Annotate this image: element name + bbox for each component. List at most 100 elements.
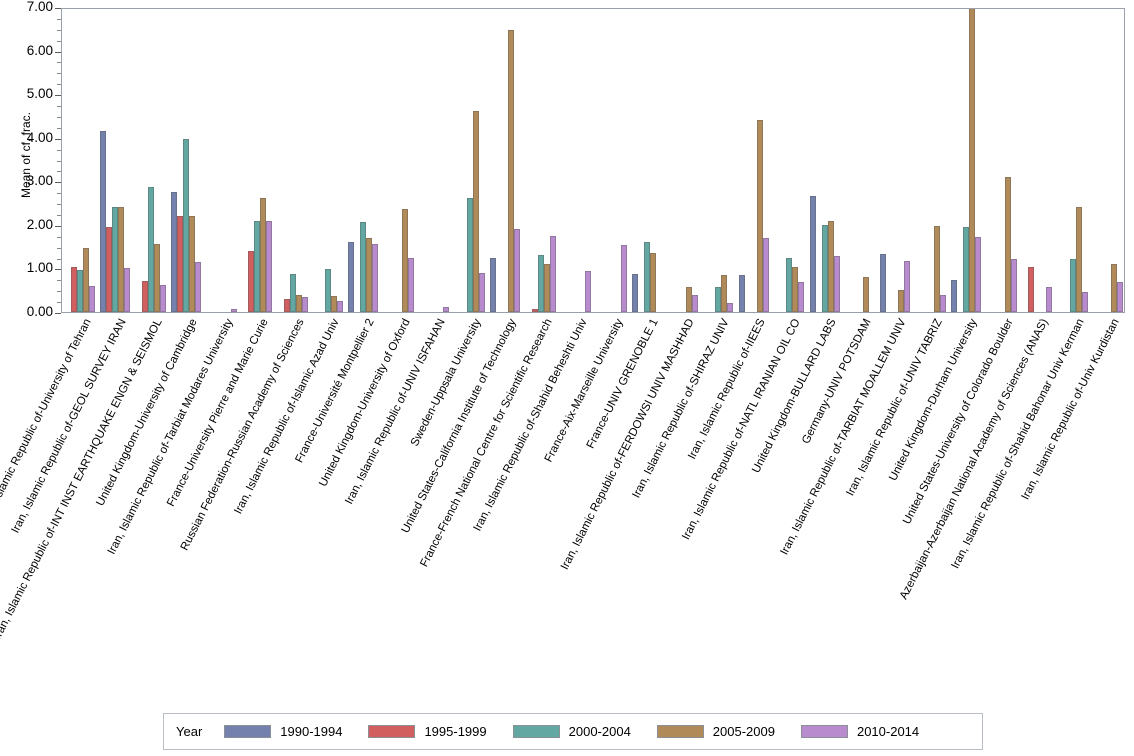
bar[interactable] (508, 29, 515, 312)
bar[interactable] (1069, 259, 1076, 312)
legend-entry[interactable]: 2010-2014 (800, 724, 919, 739)
bar[interactable] (266, 221, 273, 312)
bar[interactable] (331, 295, 337, 312)
legend-entry[interactable]: 2005-2009 (656, 724, 775, 739)
bar[interactable] (88, 286, 95, 312)
bar[interactable] (514, 229, 521, 312)
bar[interactable] (295, 295, 302, 312)
bar[interactable] (904, 260, 911, 312)
bar[interactable] (809, 195, 816, 312)
bar[interactable] (337, 300, 343, 312)
bar-group (242, 9, 273, 312)
bar[interactable] (620, 245, 627, 312)
bar[interactable] (537, 254, 544, 312)
bar[interactable] (585, 271, 592, 312)
bar[interactable] (644, 241, 651, 312)
bar[interactable] (762, 237, 769, 312)
bar[interactable] (691, 294, 698, 312)
legend-entry[interactable]: 1990-1994 (224, 724, 342, 739)
y-axis-tick-mark (55, 8, 61, 9)
bar[interactable] (443, 307, 450, 312)
bar[interactable] (1111, 264, 1118, 312)
bar[interactable] (1046, 286, 1053, 312)
bar[interactable] (76, 270, 83, 312)
bar[interactable] (880, 254, 887, 312)
bar[interactable] (230, 308, 237, 312)
bar[interactable] (827, 220, 834, 312)
bar[interactable] (289, 274, 296, 312)
bar[interactable] (685, 286, 692, 312)
legend-entry[interactable]: 2000-2004 (512, 724, 631, 739)
bar[interactable] (100, 131, 107, 312)
bar[interactable] (969, 9, 976, 312)
bar[interactable] (478, 272, 485, 312)
bar[interactable] (721, 274, 728, 312)
bar[interactable] (792, 267, 799, 312)
bar[interactable] (189, 216, 196, 312)
bar[interactable] (407, 258, 414, 312)
bar[interactable] (1081, 291, 1088, 312)
bar[interactable] (1028, 267, 1035, 312)
bar[interactable] (348, 242, 355, 312)
bar[interactable] (195, 261, 202, 312)
bar[interactable] (963, 227, 970, 312)
legend-color-swatch (512, 725, 560, 738)
bar[interactable] (798, 281, 805, 312)
bar[interactable] (153, 244, 160, 312)
bar[interactable] (951, 280, 958, 312)
bar[interactable] (254, 220, 261, 312)
bar[interactable] (821, 225, 828, 312)
bar[interactable] (118, 207, 125, 312)
bar[interactable] (531, 308, 538, 312)
legend-entry[interactable]: 1995-1999 (368, 724, 487, 739)
bar-group (951, 9, 982, 312)
x-axis-label-text: France-UNIV GRENOBLE 1 (584, 317, 661, 451)
bar[interactable] (147, 187, 154, 312)
bar[interactable] (82, 248, 89, 312)
bar[interactable] (112, 206, 119, 312)
bar[interactable] (786, 257, 793, 312)
bar[interactable] (650, 252, 657, 312)
bar-group (987, 9, 1017, 312)
bar[interactable] (141, 280, 148, 312)
y-axis-minor-tick (57, 236, 61, 238)
bar[interactable] (183, 139, 190, 312)
bar[interactable] (863, 277, 869, 312)
bar[interactable] (898, 289, 905, 312)
bar[interactable] (543, 263, 550, 312)
bar[interactable] (833, 256, 840, 312)
bar[interactable] (933, 225, 940, 312)
bar[interactable] (727, 303, 734, 312)
bar[interactable] (360, 222, 367, 312)
bar[interactable] (283, 299, 290, 312)
bar[interactable] (1117, 281, 1124, 312)
bar[interactable] (715, 287, 722, 312)
bar[interactable] (466, 198, 473, 312)
bar[interactable] (401, 208, 408, 312)
bar[interactable] (70, 266, 77, 312)
bar-group (136, 9, 166, 312)
bar[interactable] (472, 110, 479, 312)
bar[interactable] (756, 119, 763, 312)
bar[interactable] (124, 268, 131, 312)
bar[interactable] (106, 226, 113, 312)
bar[interactable] (632, 273, 639, 312)
bar[interactable] (248, 250, 255, 312)
bar[interactable] (1075, 207, 1082, 312)
bar[interactable] (260, 198, 267, 312)
bar[interactable] (1004, 176, 1011, 312)
x-axis-label-text: France-French National Centre for Scient… (418, 317, 555, 570)
bar[interactable] (159, 284, 166, 312)
bar[interactable] (738, 274, 745, 312)
bar[interactable] (549, 236, 556, 312)
bar[interactable] (1010, 258, 1017, 312)
bar[interactable] (975, 237, 982, 312)
bar[interactable] (171, 192, 178, 312)
bar[interactable] (366, 237, 373, 312)
bar[interactable] (372, 244, 379, 312)
bar[interactable] (177, 215, 184, 312)
bar[interactable] (490, 257, 497, 312)
bar[interactable] (939, 295, 946, 312)
bar[interactable] (325, 268, 331, 312)
bar[interactable] (301, 297, 308, 312)
